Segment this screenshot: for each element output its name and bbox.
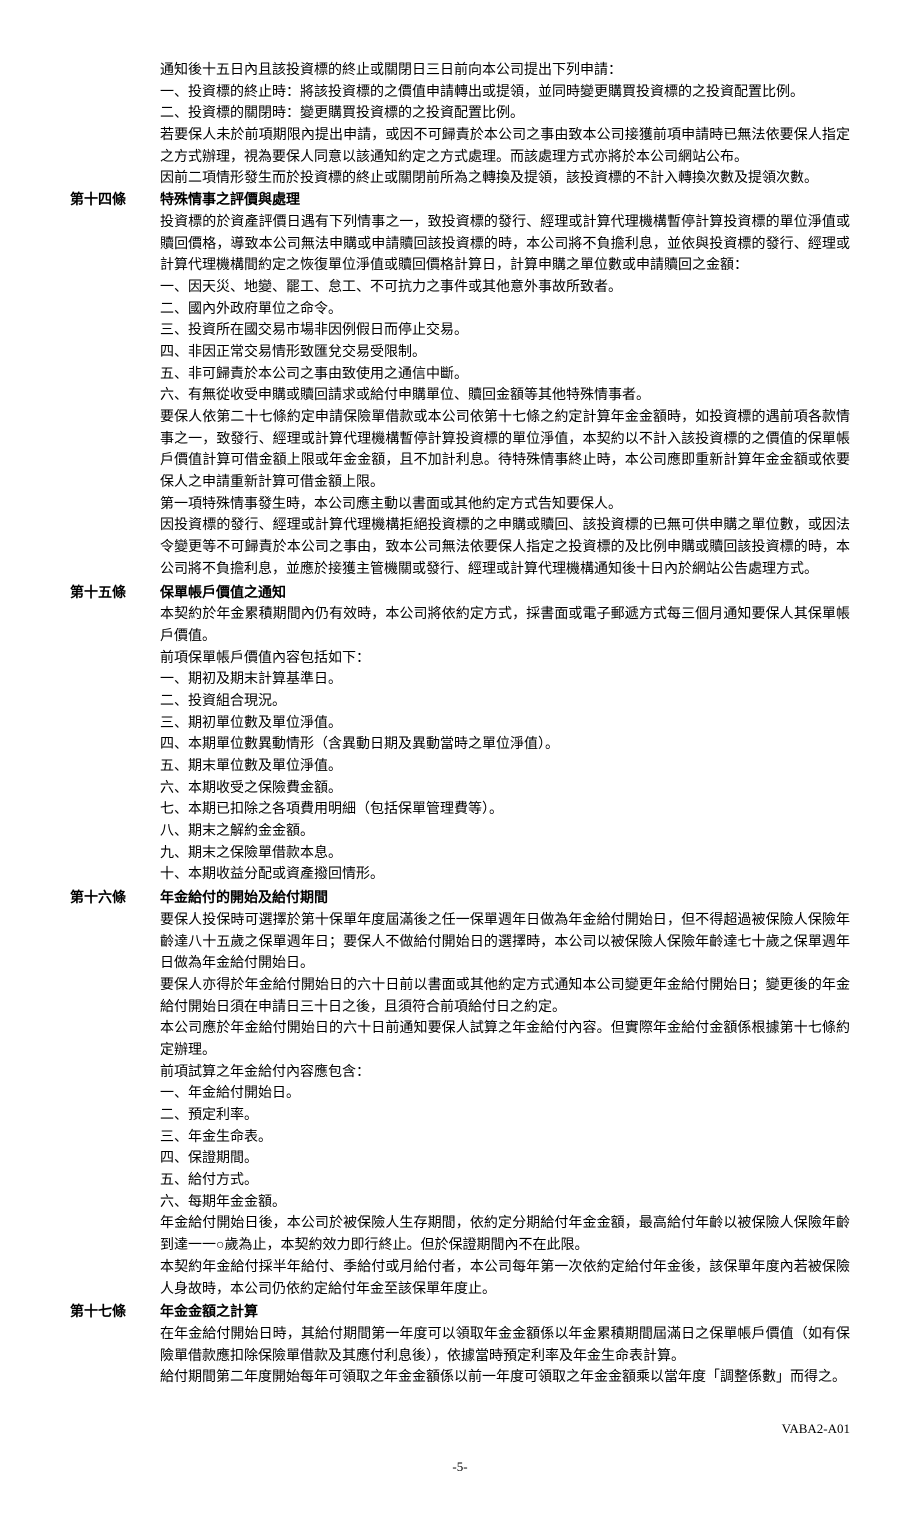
cont-p3: 二、投資標的關閉時：變更購買投資標的之投資配置比例。 bbox=[160, 103, 850, 125]
article-14-p3: 二、國內外政府單位之命令。 bbox=[160, 299, 850, 321]
cont-p5: 因前二項情形發生而於投資標的終止或關閉前所為之轉換及提領，該投資標的不計入轉換次… bbox=[160, 168, 850, 190]
article-14-label: 第十四條 bbox=[70, 190, 160, 580]
page-number: -5- bbox=[70, 1457, 850, 1477]
article-16-p5: 一、年金給付開始日。 bbox=[160, 1083, 850, 1105]
article-15-p10: 八、期末之解約金金額。 bbox=[160, 821, 850, 843]
footer: VABA2-A01 bbox=[70, 1419, 850, 1449]
article-16-p11: 年金給付開始日後，本公司於被保險人生存期間，依約定分期給付年金金額，最高給付年齡… bbox=[160, 1213, 850, 1256]
article-17-p2: 給付期間第二年度開始每年可領取之年金金額係以前一年度可領取之年金金額乘以當年度「… bbox=[160, 1367, 850, 1389]
article-14-p4: 三、投資所在國交易市場非因例假日而停止交易。 bbox=[160, 320, 850, 342]
article-15-content: 保單帳戶價值之通知 本契約於年金累積期間內仍有效時，本公司將依約定方式，採書面或… bbox=[160, 583, 850, 887]
cont-p4: 若要保人未於前項期限內提出申請，或因不可歸責於本公司之事由致本公司接獲前項申請時… bbox=[160, 125, 850, 168]
article-16: 第十六條 年金給付的開始及給付期間 要保人投保時可選擇於第十保單年度屆滿後之任一… bbox=[70, 888, 850, 1300]
article-16-title: 年金給付的開始及給付期間 bbox=[160, 888, 850, 910]
article-15-p4: 二、投資組合現況。 bbox=[160, 691, 850, 713]
cont-p1: 通知後十五日內且該投資標的終止或關閉日三日前向本公司提出下列申請： bbox=[160, 60, 850, 82]
article-14-title: 特殊情事之評價與處理 bbox=[160, 190, 850, 212]
continuation-block: 通知後十五日內且該投資標的終止或關閉日三日前向本公司提出下列申請： 一、投資標的… bbox=[160, 60, 850, 190]
article-15-p12: 十、本期收益分配或資產撥回情形。 bbox=[160, 864, 850, 886]
article-17-title: 年金金額之計算 bbox=[160, 1302, 850, 1324]
article-16-p7: 三、年金生命表。 bbox=[160, 1127, 850, 1149]
article-14-content: 特殊情事之評價與處理 投資標的於資產評價日遇有下列情事之一，致投資標的發行、經理… bbox=[160, 190, 850, 580]
article-14-p2: 一、因天災、地變、罷工、怠工、不可抗力之事件或其他意外事故所致者。 bbox=[160, 277, 850, 299]
article-17-content: 年金金額之計算 在年金給付開始日時，其給付期間第一年度可以領取年金金額係以年金累… bbox=[160, 1302, 850, 1389]
article-15-p1: 本契約於年金累積期間內仍有效時，本公司將依約定方式，採書面或電子郵遞方式每三個月… bbox=[160, 604, 850, 647]
article-15-title: 保單帳戶價值之通知 bbox=[160, 583, 850, 605]
article-15-p2: 前項保單帳戶價值內容包括如下： bbox=[160, 648, 850, 670]
article-14-p6: 五、非可歸責於本公司之事由致使用之通信中斷。 bbox=[160, 364, 850, 386]
article-16-p10: 六、每期年金金額。 bbox=[160, 1192, 850, 1214]
article-16-content: 年金給付的開始及給付期間 要保人投保時可選擇於第十保單年度屆滿後之任一保單週年日… bbox=[160, 888, 850, 1300]
article-15-p9: 七、本期已扣除之各項費用明細（包括保單管理費等）。 bbox=[160, 799, 850, 821]
article-15-p6: 四、本期單位數異動情形（含異動日期及異動當時之單位淨值）。 bbox=[160, 734, 850, 756]
cont-p2: 一、投資標的終止時：將該投資標的之價值申請轉出或提領，並同時變更購買投資標的之投… bbox=[160, 82, 850, 104]
article-16-p9: 五、給付方式。 bbox=[160, 1170, 850, 1192]
article-16-label: 第十六條 bbox=[70, 888, 160, 1300]
article-15-p3: 一、期初及期末計算基準日。 bbox=[160, 669, 850, 691]
article-14: 第十四條 特殊情事之評價與處理 投資標的於資產評價日遇有下列情事之一，致投資標的… bbox=[70, 190, 850, 580]
article-17-p1: 在年金給付開始日時，其給付期間第一年度可以領取年金金額係以年金累積期間屆滿日之保… bbox=[160, 1324, 850, 1367]
article-16-p6: 二、預定利率。 bbox=[160, 1105, 850, 1127]
article-14-p5: 四、非因正常交易情形致匯兌交易受限制。 bbox=[160, 342, 850, 364]
article-15-label: 第十五條 bbox=[70, 583, 160, 887]
doc-code: VABA2-A01 bbox=[782, 1419, 850, 1439]
article-16-p3: 本公司應於年金給付開始日的六十日前通知要保人試算之年金給付內容。但實際年金給付金… bbox=[160, 1018, 850, 1061]
article-15-p7: 五、期末單位數及單位淨值。 bbox=[160, 756, 850, 778]
article-17-label: 第十七條 bbox=[70, 1302, 160, 1389]
article-16-p2: 要保人亦得於年金給付開始日的六十日前以書面或其他約定方式通知本公司變更年金給付開… bbox=[160, 975, 850, 1018]
article-16-p12: 本契約年金給付採半年給付、季給付或月給付者，本公司每年第一次依約定給付年金後，該… bbox=[160, 1257, 850, 1300]
article-15-p11: 九、期末之保險單借款本息。 bbox=[160, 843, 850, 865]
article-14-p7: 六、有無從收受申購或贖回請求或給付申購單位、贖回金額等其他特殊情事者。 bbox=[160, 385, 850, 407]
article-16-p8: 四、保證期間。 bbox=[160, 1148, 850, 1170]
article-16-p1: 要保人投保時可選擇於第十保單年度屆滿後之任一保單週年日做為年金給付開始日，但不得… bbox=[160, 910, 850, 975]
article-16-p4: 前項試算之年金給付內容應包含： bbox=[160, 1062, 850, 1084]
article-14-p1: 投資標的於資產評價日遇有下列情事之一，致投資標的發行、經理或計算代理機構暫停計算… bbox=[160, 212, 850, 277]
article-15-p8: 六、本期收受之保險費金額。 bbox=[160, 778, 850, 800]
article-14-p8: 要保人依第二十七條約定申請保險單借款或本公司依第十七條之約定計算年金金額時，如投… bbox=[160, 407, 850, 494]
article-14-p10: 因投資標的發行、經理或計算代理機構拒絕投資標的之申購或贖回、該投資標的已無可供申… bbox=[160, 515, 850, 580]
article-15: 第十五條 保單帳戶價值之通知 本契約於年金累積期間內仍有效時，本公司將依約定方式… bbox=[70, 583, 850, 887]
article-14-p9: 第一項特殊情事發生時，本公司應主動以書面或其他約定方式告知要保人。 bbox=[160, 494, 850, 516]
article-15-p5: 三、期初單位數及單位淨值。 bbox=[160, 713, 850, 735]
article-17: 第十七條 年金金額之計算 在年金給付開始日時，其給付期間第一年度可以領取年金金額… bbox=[70, 1302, 850, 1389]
